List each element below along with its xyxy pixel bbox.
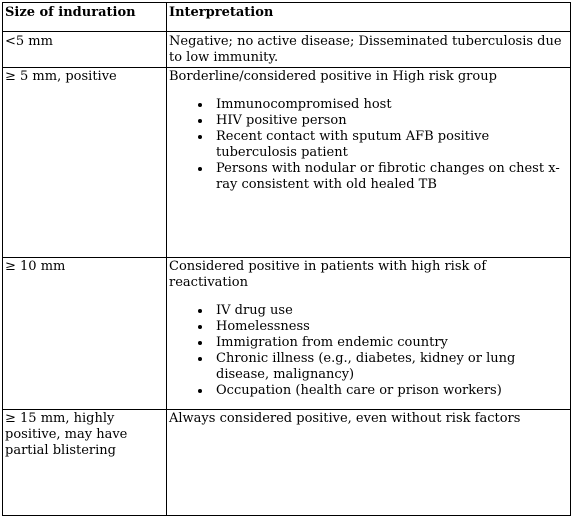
list-item: HIV positive person [212, 113, 568, 129]
size-cell: ≥ 15 mm, highly positive, may have parti… [2, 409, 167, 516]
header-interpretation: Interpretation [166, 2, 571, 32]
table-row: ≥ 10 mm Considered positive in patients … [2, 257, 571, 410]
interpretation-text: Negative; no active disease; Disseminate… [169, 34, 562, 65]
table-row: ≥ 15 mm, highly positive, may have parti… [2, 409, 571, 516]
interpretation-cell: Considered positive in patients with hig… [166, 257, 571, 410]
header-size: Size of induration [2, 2, 167, 32]
size-cell: ≥ 5 mm, positive [2, 67, 167, 258]
list-item: Immigration from endemic country [212, 335, 568, 351]
table-row: <5 mm Negative; no active disease; Disse… [2, 31, 571, 68]
size-cell: <5 mm [2, 31, 167, 68]
interpretation-cell: Borderline/considered positive in High r… [166, 67, 571, 258]
list-item: Homelessness [212, 319, 568, 335]
header-row: Size of induration Interpretation [2, 2, 571, 32]
list-item: Immunocompromised host [212, 97, 568, 113]
interpretation-text: Borderline/considered positive in High r… [169, 69, 497, 84]
interpretation-text: Considered positive in patients with hig… [169, 259, 487, 290]
list-item: Chronic illness (e.g., diabetes, kidney … [212, 351, 568, 383]
interpretation-cell: Negative; no active disease; Disseminate… [166, 31, 571, 68]
risk-list: IV drug use Homelessness Immigration fro… [169, 303, 568, 399]
list-item: Occupation (health care or prison worker… [212, 383, 568, 399]
list-item: Persons with nodular or fibrotic changes… [212, 161, 568, 193]
size-cell: ≥ 10 mm [2, 257, 167, 410]
table-row: ≥ 5 mm, positive Borderline/considered p… [2, 67, 571, 258]
interpretation-cell: Always considered positive, even without… [166, 409, 571, 516]
interpretation-text: Always considered positive, even without… [169, 411, 521, 426]
list-item: Recent contact with sputum AFB positive … [212, 129, 568, 161]
list-item: IV drug use [212, 303, 568, 319]
risk-list: Immunocompromised host HIV positive pers… [169, 97, 568, 193]
